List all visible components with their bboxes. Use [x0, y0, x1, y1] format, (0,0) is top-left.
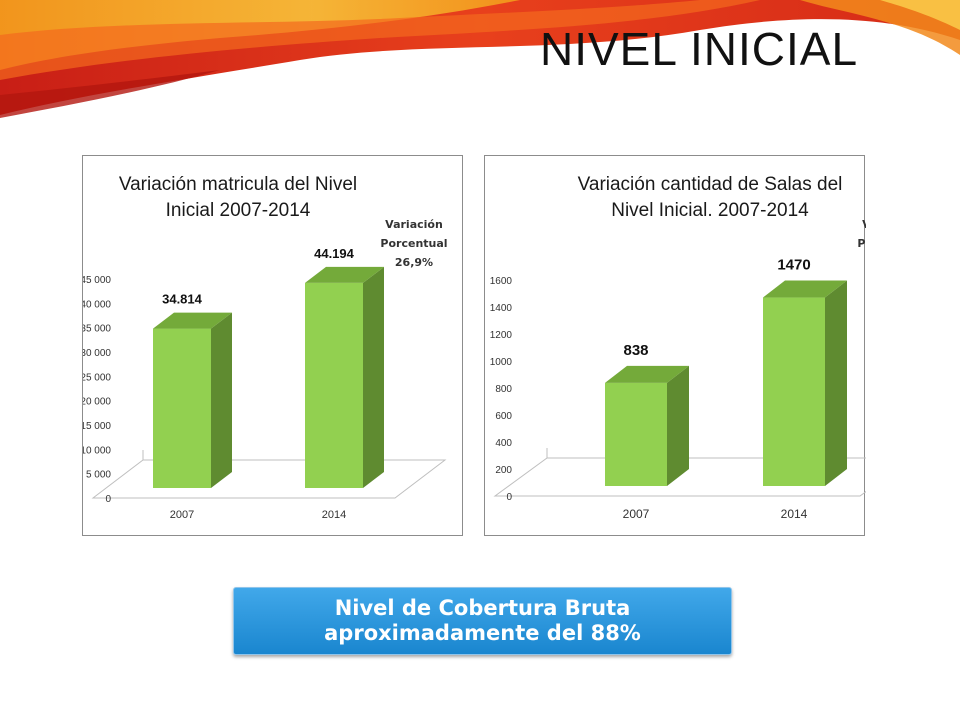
chart-matricula-box: Variación matricula del Nivel Inicial 200…	[82, 155, 463, 536]
y-tick-label: 35 000	[83, 324, 111, 335]
variation-annotation: 26,9%	[395, 256, 433, 269]
y-tick-label: 200	[495, 465, 512, 476]
bar-2007	[605, 365, 689, 486]
y-tick-label: 15 000	[83, 421, 111, 432]
bar-top	[605, 365, 689, 383]
bar-front	[605, 382, 667, 486]
bar-side	[825, 280, 847, 486]
x-tick-label: 2014	[322, 509, 346, 521]
chart-matricula: Variación matricula del Nivel Inicial 200…	[83, 174, 448, 521]
bar-side	[667, 365, 689, 486]
y-tick-label: 600	[495, 411, 512, 422]
y-tick-label: 800	[495, 384, 512, 395]
y-tick-label: 25 000	[83, 372, 111, 383]
variation-annotation: Porcentual	[380, 237, 447, 250]
y-tick-label: 1200	[490, 330, 513, 341]
y-tick-label: 1600	[490, 276, 513, 287]
y-tick-label: 20 000	[83, 397, 111, 408]
data-label: 1470	[777, 257, 810, 274]
slide-title: NIVEL INICIAL	[540, 23, 859, 75]
variation-annotation: Porcentual	[857, 237, 866, 250]
bar-2014	[305, 266, 384, 488]
y-tick-label: 400	[495, 438, 512, 449]
x-tick-label: 2007	[623, 507, 650, 521]
bar-2007	[153, 312, 232, 488]
y-tick-label: 0	[105, 494, 111, 505]
chart-floor	[493, 457, 866, 497]
bar-front	[763, 297, 825, 486]
chart-title: Variación matricula del Nivel Inicial 200…	[119, 174, 357, 221]
x-tick-label: 2007	[170, 509, 194, 521]
data-label: 838	[623, 342, 648, 359]
bar-side	[363, 266, 384, 488]
data-label: 34.814	[162, 292, 203, 307]
chart-salas: Variación cantidad de Salas del Nivel Ini…	[490, 174, 866, 521]
bar-top	[763, 280, 847, 298]
chart-salas-box: Variación cantidad de Salas del Nivel Ini…	[484, 155, 866, 536]
bar-top	[305, 266, 384, 283]
x-tick-label: 2014	[781, 507, 808, 521]
bar-2014	[763, 280, 847, 486]
flame-decoration	[0, 0, 960, 118]
variation-annotation: Variación	[862, 218, 866, 231]
y-tick-label: 30 000	[83, 348, 111, 359]
bar-top	[153, 312, 232, 329]
bar-front	[153, 328, 211, 488]
cobertura-callout: Nivel de Cobertura Bruta aproximadamente…	[233, 587, 732, 655]
chart-floor	[91, 459, 447, 499]
y-tick-label: 5 000	[86, 470, 111, 481]
chart-title: Variación cantidad de Salas del Nivel Ini…	[578, 174, 843, 221]
bar-front	[305, 282, 363, 488]
y-tick-label: 40 000	[83, 299, 111, 310]
variation-annotation: Variación	[385, 218, 443, 231]
y-tick-label: 0	[506, 492, 512, 503]
bar-side	[211, 312, 232, 488]
y-tick-label: 1000	[490, 357, 513, 368]
y-tick-label: 45 000	[83, 275, 111, 286]
y-tick-label: 1400	[490, 303, 513, 314]
callout-text: Nivel de Cobertura Bruta aproximadamente…	[324, 596, 641, 645]
data-label: 44.194	[314, 246, 355, 261]
y-tick-label: 10 000	[83, 445, 111, 456]
